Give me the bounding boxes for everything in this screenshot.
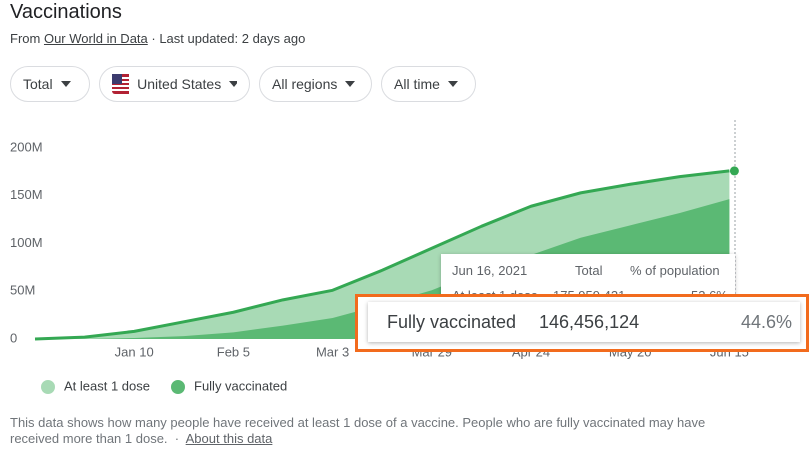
flag-icon <box>112 74 130 94</box>
y-tick-label: 100M <box>10 235 43 250</box>
separator: · <box>174 431 180 446</box>
source-prefix: From <box>10 31 41 46</box>
hover-dot <box>729 166 739 176</box>
tooltip-row: Fully vaccinated 146,456,124 44.6% <box>368 302 800 342</box>
filter-chip[interactable]: Total <box>10 66 90 102</box>
tooltip-date: Jun 16, 2021 <box>452 263 528 278</box>
filter-chip[interactable]: United States <box>99 66 250 102</box>
filter-chip[interactable]: All time <box>381 66 476 102</box>
legend-label: At least 1 dose <box>64 378 150 393</box>
chip-label: Total <box>23 76 53 92</box>
tooltip-row-label: Fully vaccinated <box>387 312 517 332</box>
tooltip-row-percent: 44.6% <box>740 312 792 332</box>
chip-label: All regions <box>272 76 338 92</box>
source-link[interactable]: Our World in Data <box>43 31 148 46</box>
y-tick-label: 50M <box>10 283 35 298</box>
title: Vaccinations <box>10 1 122 23</box>
tooltip-row-total: 146,456,124 <box>539 312 640 332</box>
footer-note: This data shows how many people have rec… <box>10 415 706 446</box>
about-link[interactable]: About this data <box>185 431 273 446</box>
legend-label: Fully vaccinated <box>194 378 287 393</box>
filter-chip[interactable]: All regions <box>259 66 372 102</box>
y-tick-label: 0 <box>10 330 17 345</box>
dropdown-arrow <box>60 81 71 87</box>
updated: · Last updated: 2 days ago <box>151 31 306 46</box>
legend-swatch <box>41 380 55 394</box>
line <box>34 169 730 341</box>
dropdown-arrow <box>345 81 356 87</box>
legend-swatch <box>171 380 185 394</box>
chip-label: United States <box>137 76 222 92</box>
dropdown-arrow <box>447 81 458 87</box>
footer: This data shows how many people have rec… <box>10 415 750 447</box>
dropdown-arrow <box>229 81 237 87</box>
tooltip-column: % of population <box>630 263 720 278</box>
y-tick-label: 150M <box>10 187 43 202</box>
chip-label: All time <box>394 76 440 92</box>
y-tick-label: 200M <box>10 139 43 154</box>
highlight-box: Fully vaccinated 146,456,124 44.6% <box>355 294 809 352</box>
subtitle: From Our World in Data · Last updated: 2… <box>10 31 305 46</box>
x-tick-label: Mar 3 <box>316 344 349 359</box>
x-tick-label: Jan 10 <box>115 344 154 359</box>
x-tick-label: Feb 5 <box>217 344 250 359</box>
tooltip-column: Total <box>575 263 603 278</box>
